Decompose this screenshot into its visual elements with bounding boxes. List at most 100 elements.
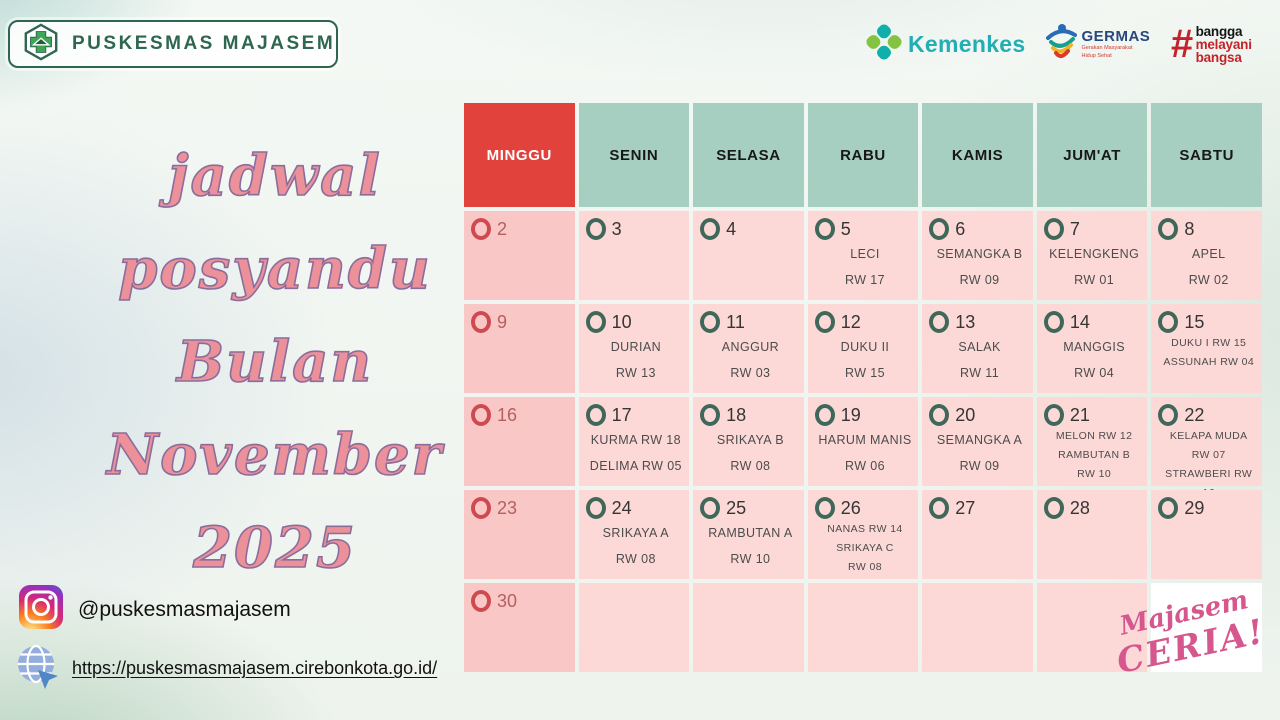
kemenkes-clover-icon <box>866 23 902 65</box>
teal-ring-icon <box>1043 311 1064 333</box>
date-number: 14 <box>1069 311 1090 332</box>
teal-ring-icon <box>929 497 950 519</box>
event-lines: ANGGUR RW 03 <box>721 340 780 380</box>
teal-ring-icon <box>585 497 606 519</box>
teal-ring-icon <box>1043 497 1064 519</box>
event-lines: RAMBUTAN A RW 10 <box>708 526 793 566</box>
event-lines: LECI RW 17 <box>845 247 885 287</box>
calendar-cell-21: 21 MELON RW 12 RAMBUTAN B RW 10 <box>1036 397 1148 486</box>
event-lines: DUKU II RW 15 <box>840 340 890 380</box>
event-lines: KURMA RW 18 DELIMA RW 05 <box>589 433 682 473</box>
event-lines: KELENGKENG RW 01 <box>1049 247 1140 287</box>
date-number: 17 <box>611 404 632 425</box>
date-number: 18 <box>726 404 747 425</box>
date-number: 25 <box>726 497 747 518</box>
bangga-melayani-bangsa-logo: # bangga melayani bangsa <box>1170 23 1252 65</box>
calendar-cell-14: 14 MANGGIS RW 04 <box>1036 304 1148 393</box>
calendar-cell-empty <box>922 583 1033 672</box>
website-row: https://puskesmasmajasem.cirebonkota.go.… <box>12 640 437 697</box>
teal-ring-icon <box>814 311 835 333</box>
date-number: 6 <box>955 218 966 239</box>
calendar-cell-15: 15 DUKU I RW 15 ASSUNAH RW 04 <box>1151 304 1262 393</box>
event-lines: DUKU I RW 15 ASSUNAH RW 04 <box>1163 337 1255 368</box>
teal-ring-icon <box>700 311 721 333</box>
instagram-icon <box>18 584 64 635</box>
teal-ring-icon <box>1158 404 1179 426</box>
red-ring-icon <box>471 218 491 240</box>
date-number: 19 <box>840 404 861 425</box>
calendar-cell-empty <box>1036 583 1148 672</box>
teal-ring-icon <box>1043 404 1064 426</box>
calendar-cell-25: 25 RAMBUTAN A RW 10 <box>693 490 804 579</box>
date-number: 15 <box>1184 311 1205 332</box>
date-number: 24 <box>611 497 632 518</box>
teal-ring-icon <box>929 311 950 333</box>
date-number: 5 <box>840 218 851 239</box>
event-lines: SEMANGKA A RW 09 <box>936 433 1023 473</box>
event-lines: SEMANGKA B RW 09 <box>936 247 1023 287</box>
bangga-line-1: bangga <box>1195 23 1243 39</box>
date-number: 12 <box>840 311 861 332</box>
event-lines: NANAS RW 14 SRIKAYA C RW 08 <box>827 523 903 573</box>
website-link[interactable]: https://puskesmasmajasem.cirebonkota.go.… <box>72 658 438 678</box>
teal-ring-icon <box>700 404 721 426</box>
date-number: 20 <box>955 404 976 425</box>
red-ring-icon <box>471 497 491 519</box>
date-number: 7 <box>1069 218 1080 239</box>
event-lines: SALAK RW 11 <box>958 340 1001 380</box>
clinic-name: PUSKESMAS MAJASEM <box>72 33 336 54</box>
kemenkes-logo: Kemenkes <box>866 23 1025 65</box>
teal-ring-icon <box>814 404 835 426</box>
teal-ring-icon <box>929 218 950 240</box>
red-ring-icon <box>471 311 491 333</box>
germas-logo: GERMAS Gerakan Masyarakat Hidup Sehat <box>1045 22 1150 67</box>
calendar-cell-28: 28 <box>1036 490 1148 579</box>
date-number: 29 <box>1184 497 1205 518</box>
bangga-line-2: melayani <box>1195 36 1252 52</box>
title-line-1: jadwal <box>167 142 382 210</box>
date-number: 4 <box>726 218 737 239</box>
calendar-cell-5: 5 LECI RW 17 <box>807 211 919 300</box>
calendar-cell-3: 3 <box>578 211 690 300</box>
date-number: 23 <box>497 497 518 518</box>
calendar-cell-6: 6 SEMANGKA B RW 09 <box>922 211 1033 300</box>
calendar-cell-empty <box>1151 583 1262 672</box>
date-number: 11 <box>726 311 745 332</box>
date-number: 8 <box>1184 218 1195 239</box>
date-number: 26 <box>840 497 861 518</box>
gov-logos: Kemenkes GERMAS Gerakan Masyarakat Hidup… <box>866 20 1252 68</box>
teal-ring-icon <box>1043 218 1064 240</box>
calendar-cell-8: 8 APEL RW 02 <box>1151 211 1262 300</box>
germas-label: GERMAS <box>1081 28 1151 45</box>
calendar-cell-11: 11 ANGGUR RW 03 <box>693 304 804 393</box>
teal-ring-icon <box>700 497 721 519</box>
germas-figure-icon <box>1045 22 1078 67</box>
date-number: 3 <box>611 218 622 239</box>
date-number: 13 <box>955 311 976 332</box>
teal-ring-icon <box>929 404 950 426</box>
event-lines: MANGGIS RW 04 <box>1063 340 1126 380</box>
puskesmas-logo-icon <box>22 23 60 66</box>
teal-ring-icon <box>700 218 721 240</box>
title-line-2: posyandu <box>117 235 432 303</box>
event-lines: HARUM MANIS RW 06 <box>818 433 912 473</box>
date-number: 22 <box>1184 404 1205 425</box>
globe-cursor-icon <box>12 640 64 697</box>
teal-ring-icon <box>814 497 835 519</box>
day-header-senin: SENIN <box>578 103 690 207</box>
date-number: 21 <box>1069 404 1090 425</box>
teal-ring-icon <box>814 218 835 240</box>
title-line-3: Bulan <box>176 328 374 396</box>
calendar-cell-2: 2 <box>464 211 575 300</box>
date-number: 9 <box>497 311 508 332</box>
bangga-line-3: bangsa <box>1195 49 1242 65</box>
calendar-cell-7: 7 KELENGKENG RW 01 <box>1036 211 1148 300</box>
calendar-cell-19: 19 HARUM MANIS RW 06 <box>807 397 919 486</box>
teal-ring-icon <box>585 311 606 333</box>
date-number: 2 <box>497 218 508 239</box>
day-header-rabu: RABU <box>807 103 919 207</box>
teal-ring-icon <box>585 218 606 240</box>
date-number: 28 <box>1069 497 1090 518</box>
